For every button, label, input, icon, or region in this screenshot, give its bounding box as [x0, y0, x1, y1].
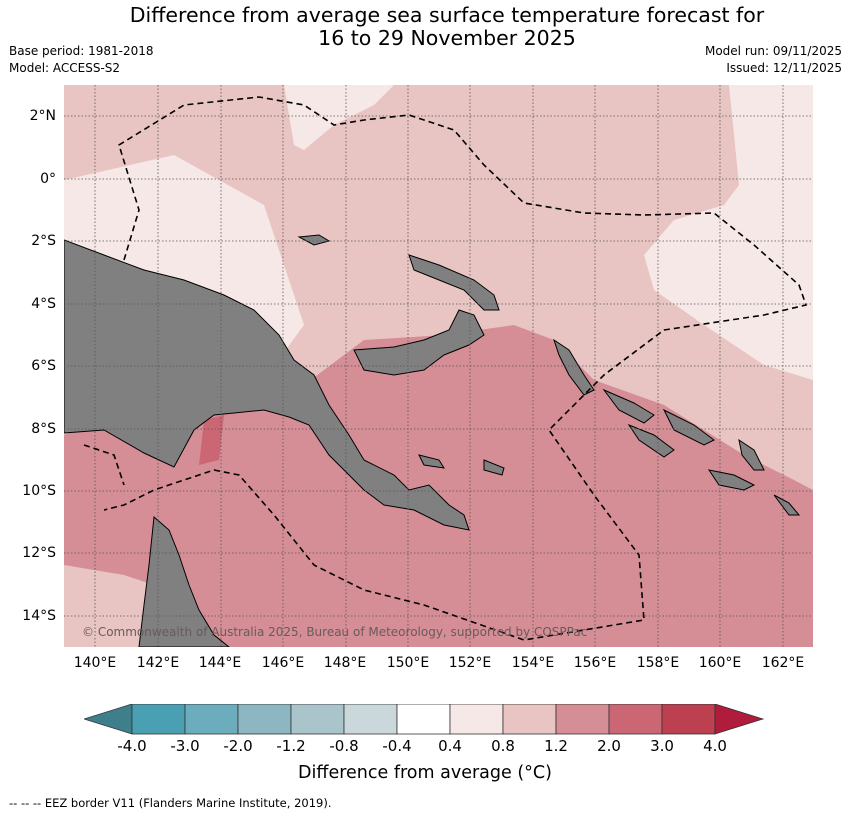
colorbar — [84, 704, 765, 735]
model-run: Model run: 09/11/2025 — [704, 44, 842, 58]
colorbar-swatch — [555, 704, 610, 735]
lon-label-142e: 142°E — [136, 655, 180, 671]
land-makira — [738, 438, 765, 471]
land-manus — [297, 234, 331, 246]
colorbar-tick-label: -2.0 — [223, 737, 253, 755]
colorbar-title: Difference from average (°C) — [298, 763, 552, 783]
colorbar-tick-label: 4.0 — [703, 737, 727, 755]
colorbar-tick-label: 0.8 — [491, 737, 515, 755]
colorbar-tick-label: -4.0 — [117, 737, 147, 755]
lon-label-150e: 150°E — [386, 655, 430, 671]
lat-label-4s: 4°S — [31, 296, 56, 312]
anomaly-band-0-8-1-2-coral-sea — [64, 565, 154, 647]
colorbar-swatch — [184, 704, 239, 735]
colorbar-tick-label: -3.0 — [170, 737, 200, 755]
lat-label-14s: 14°S — [22, 608, 56, 624]
colorbar-tick-label: 3.0 — [650, 737, 674, 755]
lon-label-156e: 156°E — [573, 655, 617, 671]
lon-label-144e: 144°E — [198, 655, 242, 671]
land-louisiade — [483, 459, 505, 476]
lat-label-2s: 2°S — [31, 233, 56, 249]
land-new-guinea — [64, 239, 470, 531]
title-line-2: 16 to 29 November 2025 — [318, 26, 576, 50]
eez-footer-note: -- -- -- EEZ border V11 (Flanders Marine… — [9, 796, 332, 810]
colorbar-swatch — [661, 704, 716, 735]
land-cape-york — [138, 515, 230, 647]
colorbar-swatch — [449, 704, 504, 735]
lon-label-158e: 158°E — [636, 655, 680, 671]
eez-borders — [83, 96, 808, 641]
issued-date: Issued: 12/11/2025 — [726, 61, 842, 75]
lon-label-148e: 148°E — [323, 655, 367, 671]
lon-label-140e: 140°E — [73, 655, 117, 671]
anomaly-band-2-0-3-0-gulf — [199, 415, 224, 465]
anomaly-band-0-4-0-8-north — [284, 85, 394, 150]
lat-label-0: 0° — [40, 171, 56, 187]
lat-label-2n: 2°N — [29, 108, 56, 124]
land-santa-isabel — [627, 423, 675, 458]
lon-label-152e: 152°E — [448, 655, 492, 671]
map-canvas — [64, 85, 813, 647]
colorbar-tick-label: 2.0 — [597, 737, 621, 755]
lon-label-162e: 162°E — [761, 655, 805, 671]
base-period: Base period: 1981-2018 — [9, 44, 154, 58]
lat-label-12s: 12°S — [22, 545, 56, 561]
lat-label-6s: 6°S — [31, 358, 56, 374]
graticule — [64, 85, 813, 647]
land-choiseul — [602, 388, 655, 424]
colorbar-tick-label: -1.2 — [276, 737, 306, 755]
land-rennell — [773, 494, 801, 516]
sst-anomaly-map: © Commonwealth of Australia 2025, Bureau… — [64, 85, 813, 647]
colorbar-swatch — [290, 704, 345, 735]
colorbar-swatch — [502, 704, 557, 735]
colorbar-tick-label: 0.4 — [438, 737, 462, 755]
land-woodlark — [418, 454, 445, 469]
model-name: Model: ACCESS-S2 — [9, 61, 121, 75]
meta-left: Base period: 1981-2018 Model: ACCESS-S2 — [9, 43, 154, 77]
lon-label-146e: 146°E — [261, 655, 305, 671]
land-new-britain — [353, 309, 485, 376]
title-line-1: Difference from average sea surface temp… — [129, 3, 765, 27]
land-malaita — [662, 408, 715, 446]
colorbar-swatch-min-extend — [84, 704, 133, 735]
meta-right: Model run: 09/11/2025 Issued: 12/11/2025 — [705, 43, 842, 77]
colorbar-swatch-max-extend — [714, 704, 765, 735]
colorbar-swatch — [131, 704, 186, 735]
map-title: Difference from average sea surface temp… — [0, 4, 850, 50]
land-new-ireland — [408, 254, 500, 311]
colorbar-swatch — [608, 704, 663, 735]
colorbar-swatch — [396, 704, 451, 735]
colorbar-swatch — [343, 704, 398, 735]
copyright-watermark: © Commonwealth of Australia 2025, Bureau… — [82, 625, 588, 639]
land-bougainville — [553, 338, 595, 396]
colorbar-tick-label: -0.8 — [329, 737, 359, 755]
colorbar-swatches — [84, 704, 765, 735]
anomaly-band-0-4-0-8-east — [644, 85, 813, 380]
lat-label-8s: 8°S — [31, 421, 56, 437]
lat-label-10s: 10°S — [22, 483, 56, 499]
lon-label-154e: 154°E — [511, 655, 555, 671]
lon-label-160e: 160°E — [698, 655, 742, 671]
colorbar-swatch — [237, 704, 292, 735]
colorbar-tick-label: 1.2 — [544, 737, 568, 755]
colorbar-tick-label: -0.4 — [382, 737, 412, 755]
